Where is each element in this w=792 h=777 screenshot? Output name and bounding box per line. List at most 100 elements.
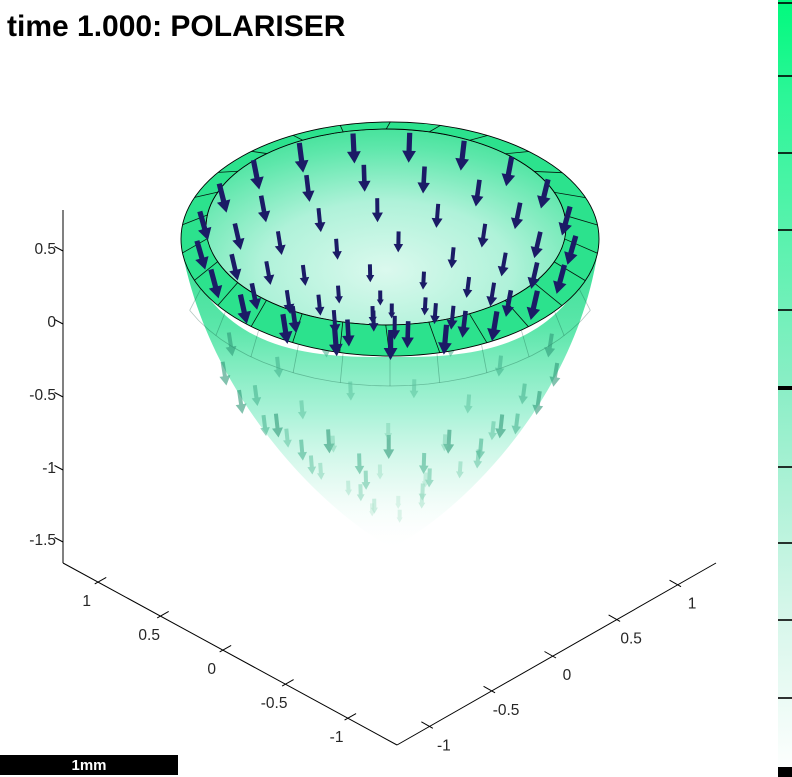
director-arrow	[421, 472, 429, 488]
director-arrow	[346, 381, 356, 401]
director-arrow	[208, 268, 223, 299]
director-arrow	[283, 289, 295, 314]
director-arrow	[263, 260, 275, 285]
director-arrow	[497, 252, 509, 277]
director-arrow	[438, 324, 452, 355]
director-arrow	[388, 303, 396, 319]
director-arrow	[299, 264, 310, 286]
director-arrow	[368, 306, 377, 325]
director-arrow	[417, 166, 430, 194]
axes-3d: 0.5 0 -0.5 -1 -1.5 1 0.5 0 -0.5 -1 -1 -0.5 0 0.5 1	[29, 210, 717, 754]
axis-tick-label: 0	[563, 667, 572, 684]
director-arrow	[511, 413, 522, 435]
director-arrow	[302, 174, 315, 202]
director-arrow	[443, 429, 455, 454]
director-arrow	[396, 509, 403, 523]
director-arrow	[194, 240, 209, 270]
director-arrow	[283, 428, 292, 448]
director-arrow	[314, 208, 326, 233]
axis-tick-label: 0.5	[138, 627, 160, 644]
colorbar	[778, 0, 792, 777]
director-arrow	[329, 309, 341, 335]
cone-lower-surface	[182, 250, 598, 548]
director-arrow	[332, 238, 342, 260]
director-arrow	[314, 294, 325, 316]
director-arrow	[395, 495, 402, 509]
director-arrow	[553, 264, 568, 294]
axis-tick-label: -0.5	[493, 702, 520, 719]
director-arrow	[251, 384, 262, 407]
director-arrow	[248, 282, 262, 310]
director-arrow	[316, 462, 325, 480]
director-arrow	[260, 414, 270, 436]
director-arrow	[389, 315, 401, 340]
director-arrow	[329, 435, 338, 453]
director-arrow	[564, 235, 579, 265]
director-arrow	[495, 414, 507, 439]
director-arrow	[431, 203, 443, 228]
director-arrow	[418, 483, 427, 501]
director-arrow	[219, 361, 231, 386]
director-arrow	[273, 356, 284, 378]
director-arrow	[346, 133, 361, 164]
director-arrow	[420, 297, 430, 316]
rim-band	[180, 121, 600, 357]
director-arrow	[418, 452, 429, 474]
director-arrow	[447, 247, 458, 269]
director-arrow	[494, 355, 505, 377]
axis-tick-label: -1	[42, 460, 56, 477]
director-arrow	[376, 464, 384, 480]
director-arrow	[419, 271, 428, 290]
figure-title: time 1.000: POLARISER	[7, 10, 346, 43]
director-arrow	[257, 195, 271, 223]
director-arrow	[197, 210, 212, 241]
director-arrow	[424, 468, 434, 488]
director-arrow	[229, 253, 242, 281]
director-arrow	[526, 290, 541, 321]
director-arrow	[488, 421, 497, 441]
director-arrow	[384, 422, 393, 440]
director-arrow	[393, 231, 404, 253]
director-arrow	[334, 285, 343, 304]
director-arrow	[288, 305, 301, 333]
director-arrow	[237, 294, 252, 324]
director-arrow	[558, 205, 573, 236]
director-arrow	[342, 319, 355, 347]
vector-field-through-surface	[219, 276, 561, 523]
director-arrow	[297, 400, 307, 420]
director-arrow	[297, 439, 307, 461]
director-arrow	[549, 362, 561, 387]
director-arrow	[537, 178, 551, 209]
director-arrow	[501, 289, 515, 317]
director-arrow	[409, 379, 419, 399]
director-arrow	[501, 156, 516, 187]
director-arrow	[430, 303, 440, 325]
director-arrow	[358, 164, 371, 192]
director-arrow	[369, 503, 376, 517]
director-arrow	[446, 305, 458, 330]
director-arrow	[544, 333, 556, 358]
director-arrow	[402, 132, 416, 163]
director-arrow	[401, 321, 414, 349]
director-arrow	[487, 310, 501, 341]
director-arrow	[376, 290, 384, 306]
axis-tick-label: 1	[82, 593, 91, 610]
director-arrow	[232, 222, 245, 250]
director-arrow	[463, 394, 473, 414]
axis-tick-label: -1	[437, 737, 451, 754]
director-arrow	[370, 498, 378, 514]
director-arrow	[361, 470, 371, 490]
director-arrow	[250, 159, 264, 190]
director-arrow	[225, 332, 237, 357]
director-arrow	[418, 493, 426, 509]
axis-tick-label: 0	[207, 661, 216, 678]
director-arrow	[455, 140, 469, 171]
axis-tick-label: 0.5	[620, 630, 642, 647]
director-arrow	[344, 480, 352, 496]
director-arrow	[457, 310, 470, 338]
director-arrow	[532, 390, 544, 415]
director-arrow	[366, 264, 375, 283]
director-arrow	[471, 179, 484, 207]
